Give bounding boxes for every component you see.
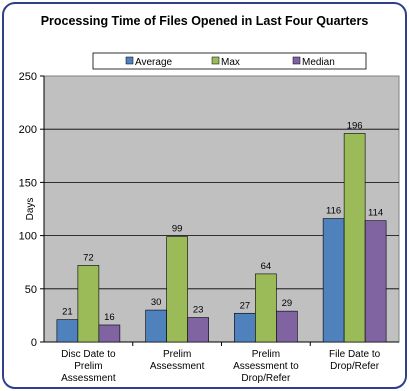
x-tick-label-line: Prelim [163, 349, 191, 360]
data-label: 116 [326, 206, 341, 217]
x-tick-label-line: Disc Date to [61, 349, 116, 360]
legend-label-max: Max [221, 57, 240, 68]
bar-max [255, 273, 277, 343]
data-label: 64 [261, 261, 272, 272]
x-tick-label-line: Assessment to [233, 361, 299, 372]
x-tick-label-line: Assessment [150, 361, 205, 372]
x-tick-label-line: Drop/Refer [330, 361, 380, 372]
data-label: 29 [282, 298, 293, 309]
bar-max [166, 236, 188, 343]
bar-median [98, 324, 121, 343]
y-tick-label: 50 [25, 284, 37, 296]
data-label: 72 [83, 252, 94, 263]
bar-max [343, 133, 366, 343]
data-label: 21 [62, 307, 73, 318]
x-tick-label-line: Drop/Refer [241, 373, 291, 384]
y-tick-label: 0 [31, 337, 37, 349]
x-tick-label: Prelim Assessment to Drop/Refer [233, 349, 299, 384]
y-tick-label: 100 [19, 231, 37, 243]
x-tick-label-line: Prelim [252, 349, 280, 360]
data-label: 30 [151, 297, 162, 308]
data-label: 99 [172, 224, 183, 235]
x-tick-label-line: Assessment [61, 373, 116, 384]
legend-swatch-median [292, 56, 301, 65]
bar-median [364, 220, 387, 343]
x-tick-label-line: File Date to [329, 349, 381, 360]
y-tick-label: 150 [19, 177, 37, 189]
data-label: 27 [240, 300, 251, 311]
chart-title: Processing Time of Files Opened in Last … [40, 14, 369, 28]
data-label: 23 [193, 305, 204, 316]
legend-label-average: Average [135, 57, 173, 68]
x-tick-label-line: Prelim [74, 361, 102, 372]
legend-swatch-average [125, 56, 134, 65]
data-label: 114 [368, 208, 383, 219]
data-label: 16 [104, 312, 115, 323]
x-tick-label: Prelim Assessment [150, 349, 205, 372]
bar-max [77, 265, 100, 343]
bar-average [234, 312, 256, 343]
bar-average [322, 218, 345, 343]
bar-median [276, 310, 298, 343]
bar-average [56, 319, 79, 343]
data-label: 196 [347, 120, 363, 131]
y-tick-label: 250 [19, 71, 37, 83]
x-tick-label: Disc Date to Prelim Assessment [61, 349, 116, 384]
legend-label-median: Median [302, 57, 335, 68]
y-axis-label: Days [25, 198, 36, 221]
x-tick-label: File Date to Drop/Refer [329, 349, 381, 372]
y-tick-label: 200 [19, 124, 37, 136]
bar-average [145, 309, 167, 343]
legend-swatch-max [211, 56, 220, 65]
bar-median [187, 317, 209, 343]
